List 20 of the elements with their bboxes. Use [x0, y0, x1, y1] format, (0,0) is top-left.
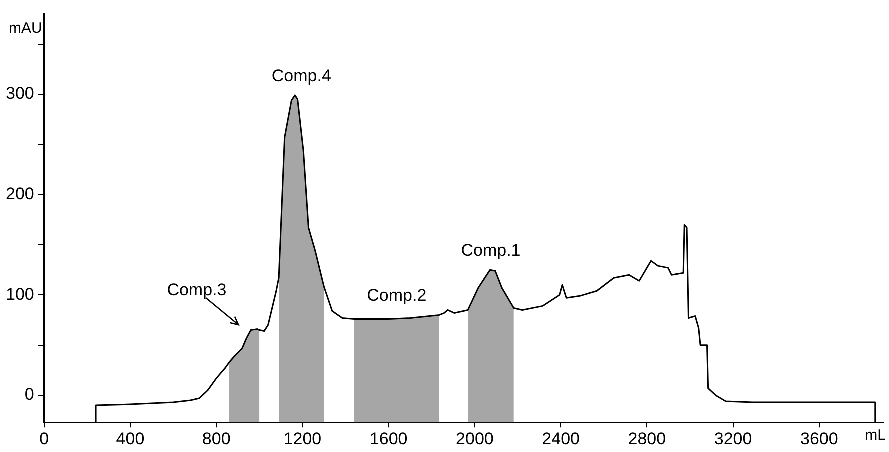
x-tick-label: 2400: [542, 429, 580, 448]
x-tick-label: 2800: [628, 429, 666, 448]
series-label: Comp.1: [461, 241, 521, 260]
x-tick-label: 800: [202, 429, 231, 448]
x-tick-label: 2000: [456, 429, 494, 448]
y-axis-title: mAU: [9, 20, 42, 37]
y-tick-label: 200: [6, 184, 34, 204]
x-tick-label: 3200: [714, 429, 752, 448]
x-tick-label: 0: [40, 429, 50, 448]
series-label: Comp.2: [367, 286, 427, 306]
text: Comp.3: [167, 280, 227, 300]
y-tick-label: 100: [6, 284, 34, 304]
y-tick-label: 0: [24, 385, 34, 404]
x-tick-label: 3600: [800, 429, 838, 448]
series-label: Comp.4: [272, 66, 332, 86]
x-tick-label: 400: [116, 429, 145, 448]
x-tick-label: 1200: [284, 429, 322, 448]
x-tick-label: 1600: [370, 429, 408, 448]
y-tick-label: 300: [6, 84, 34, 104]
x-axis-title: mL: [865, 427, 886, 444]
